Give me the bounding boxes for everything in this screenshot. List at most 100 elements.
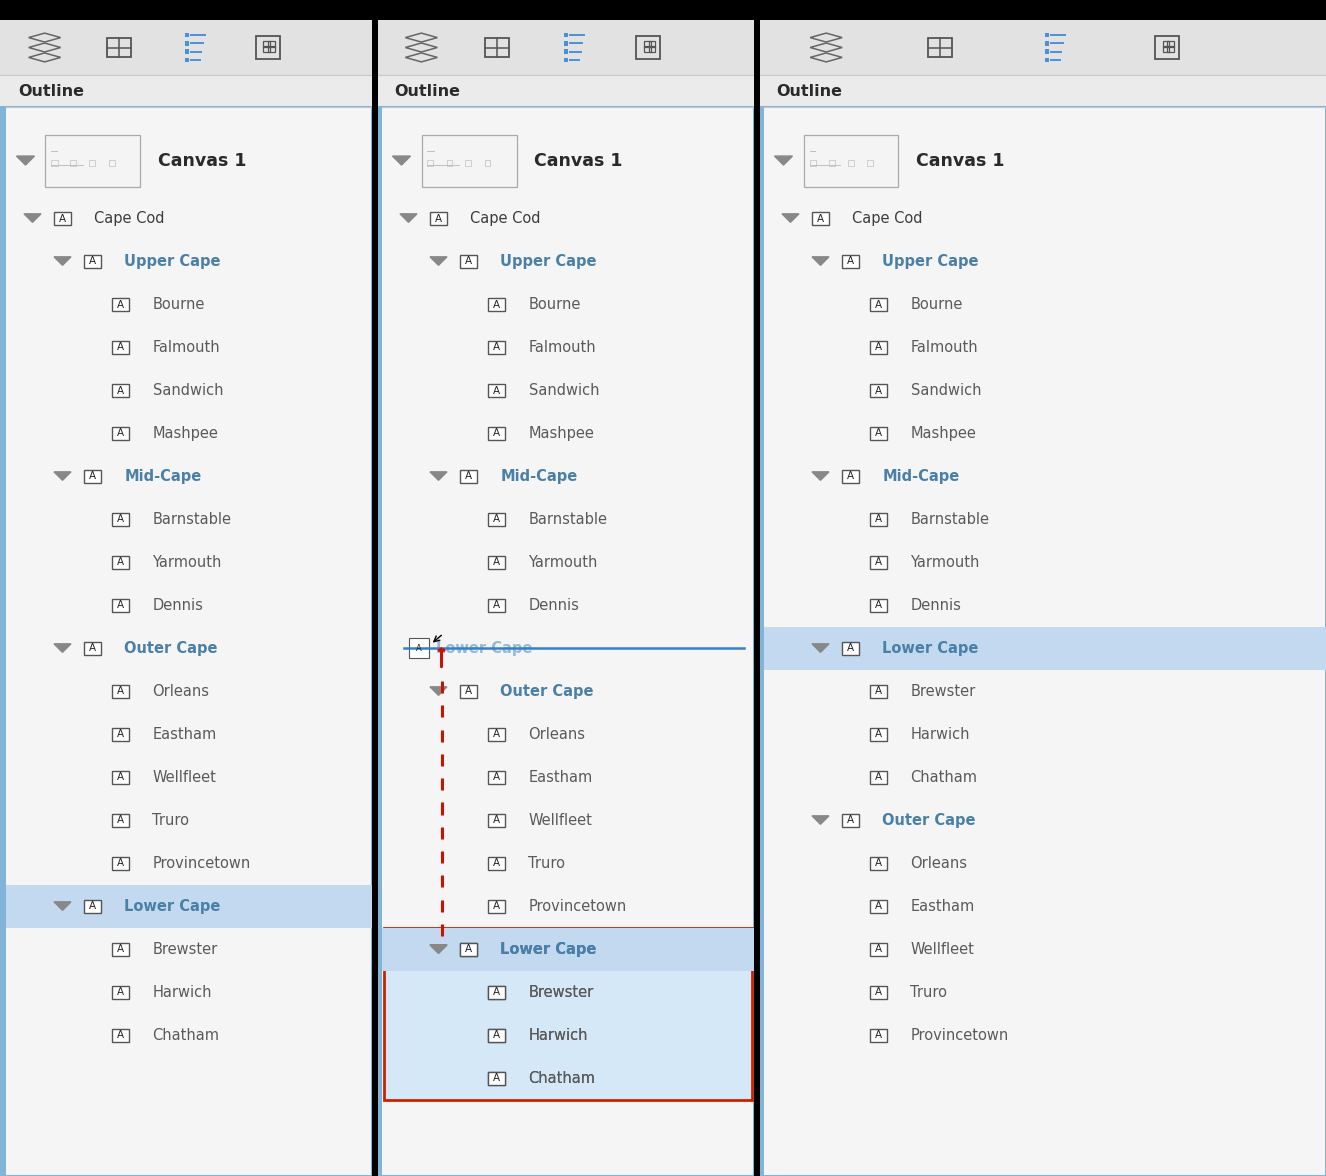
Text: A: A — [493, 342, 500, 353]
Text: A: A — [875, 342, 882, 353]
Text: Eastham: Eastham — [152, 727, 216, 742]
Bar — [184, 58, 190, 62]
Bar — [85, 900, 101, 913]
Text: Mashpee: Mashpee — [911, 426, 976, 441]
Bar — [488, 987, 505, 998]
Text: Cape Cod: Cape Cod — [471, 211, 541, 226]
Bar — [870, 686, 887, 697]
Text: A: A — [847, 472, 854, 481]
Text: Dennis: Dennis — [529, 599, 579, 613]
Bar — [870, 1029, 887, 1042]
Bar — [488, 600, 505, 612]
Text: A: A — [847, 815, 854, 826]
Bar — [113, 686, 129, 697]
Text: A: A — [493, 601, 500, 610]
Text: Harwich: Harwich — [529, 1028, 587, 1043]
Text: A: A — [493, 988, 500, 997]
Bar — [113, 299, 129, 310]
Bar — [488, 857, 505, 870]
Text: Brewster: Brewster — [911, 684, 976, 699]
Text: Upper Cape: Upper Cape — [883, 254, 979, 269]
Bar — [264, 41, 271, 47]
Text: A: A — [493, 1030, 500, 1041]
Text: Eastham: Eastham — [911, 898, 975, 914]
Text: A: A — [875, 988, 882, 997]
Bar — [184, 49, 190, 54]
Text: Canvas 1: Canvas 1 — [534, 152, 623, 171]
Polygon shape — [24, 214, 41, 222]
Bar — [113, 857, 129, 870]
Bar — [488, 1029, 505, 1042]
Bar — [758, 20, 1326, 75]
Bar — [488, 427, 505, 440]
Bar — [447, 160, 452, 166]
Text: A: A — [117, 815, 125, 826]
Text: A: A — [847, 256, 854, 267]
Text: Bourne: Bourne — [911, 298, 963, 312]
Bar — [0, 107, 5, 1176]
Text: Truro: Truro — [529, 856, 565, 871]
Bar — [764, 627, 1326, 670]
Polygon shape — [54, 643, 72, 653]
Bar — [847, 160, 854, 166]
Bar — [113, 814, 129, 827]
Polygon shape — [782, 214, 800, 222]
Bar — [488, 728, 505, 741]
Text: A: A — [117, 342, 125, 353]
Text: A: A — [493, 988, 500, 997]
Bar — [0, 107, 373, 1176]
Bar — [842, 255, 859, 268]
Text: Bourne: Bourne — [529, 298, 581, 312]
Text: Brewster: Brewster — [529, 985, 594, 1000]
Bar — [564, 58, 569, 62]
Text: Yarmouth: Yarmouth — [152, 555, 221, 570]
Text: Outer Cape: Outer Cape — [125, 641, 217, 656]
Bar — [842, 470, 859, 483]
Bar — [382, 928, 754, 971]
Text: Truro: Truro — [152, 813, 190, 828]
Bar — [0, 20, 373, 75]
Bar — [408, 639, 428, 659]
Bar — [1045, 33, 1049, 38]
Text: A: A — [817, 214, 823, 223]
Text: Provincetown: Provincetown — [152, 856, 251, 871]
Text: A: A — [117, 988, 125, 997]
Bar — [377, 75, 754, 107]
Text: A: A — [493, 428, 500, 439]
Text: Provincetown: Provincetown — [529, 898, 627, 914]
Bar — [488, 1073, 505, 1084]
Bar — [113, 987, 129, 998]
Bar — [1163, 46, 1170, 52]
Bar — [758, 75, 1326, 107]
Bar — [488, 1073, 505, 1084]
Bar — [431, 212, 447, 225]
Bar — [870, 857, 887, 870]
Text: Canvas 1: Canvas 1 — [916, 152, 1005, 171]
Polygon shape — [430, 687, 447, 695]
Text: Brewster: Brewster — [529, 985, 594, 1000]
Bar — [383, 928, 752, 1100]
Text: A: A — [875, 386, 882, 395]
Text: A: A — [493, 557, 500, 568]
Text: A: A — [117, 300, 125, 309]
Text: A: A — [875, 687, 882, 696]
Bar — [427, 160, 434, 166]
Text: A: A — [493, 1074, 500, 1083]
Bar — [460, 470, 476, 483]
Bar — [648, 41, 655, 47]
Text: Dennis: Dennis — [911, 599, 961, 613]
Text: A: A — [875, 601, 882, 610]
Text: Outline: Outline — [776, 83, 842, 99]
Polygon shape — [812, 472, 829, 480]
Bar — [870, 728, 887, 741]
Text: Mid-Cape: Mid-Cape — [883, 469, 960, 485]
Bar — [870, 987, 887, 998]
Polygon shape — [392, 156, 411, 165]
Text: A: A — [875, 944, 882, 955]
Text: A: A — [875, 514, 882, 524]
Bar — [377, 107, 754, 1176]
Text: Falmouth: Falmouth — [529, 340, 597, 355]
Text: Falmouth: Falmouth — [911, 340, 979, 355]
Bar — [636, 36, 660, 59]
Bar — [422, 135, 517, 187]
